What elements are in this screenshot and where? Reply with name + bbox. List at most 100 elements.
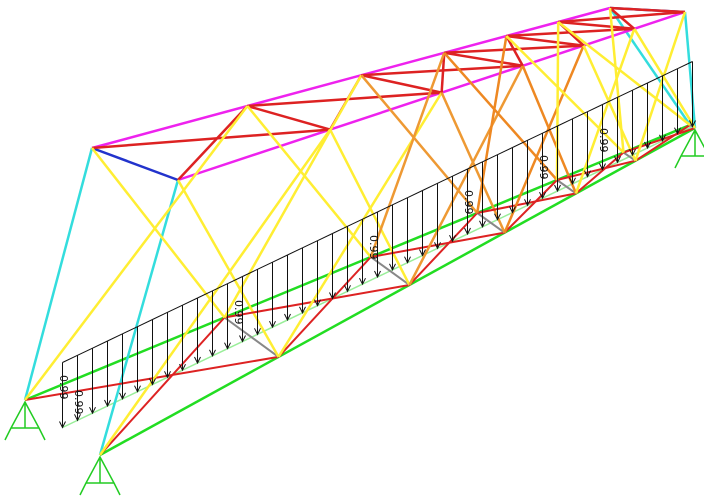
load-line [377,204,393,213]
member [503,179,558,234]
load-line [467,161,483,170]
top-chord [177,10,686,182]
loads [59,61,696,429]
arrow-head [89,406,96,415]
arrow-head [434,242,441,250]
load-line [137,319,153,328]
arrow-head [689,120,696,128]
arrow-head [464,227,471,236]
member [609,6,686,14]
load-line [227,276,243,285]
load-label: 0.99 [597,128,610,153]
arrow-head [104,399,111,408]
member [176,179,280,358]
arrow-head [449,234,456,243]
member [408,212,478,286]
end-post [98,179,180,456]
arrow-head [539,191,546,200]
load-line [452,168,468,177]
load-line [152,311,168,320]
load-line [77,347,93,356]
arrow-head [389,263,396,271]
load-labels: 0.990.990.990.990.990.990.99 [57,128,610,415]
member [223,74,363,319]
arrow-head [254,328,261,336]
arrow-head [179,363,186,372]
load-line [167,304,183,313]
support [79,455,121,496]
member [24,105,249,401]
load-line [287,247,303,256]
arrow-head [584,170,591,178]
arrow-head [119,392,126,400]
load-line [122,326,138,335]
arrow-head [194,356,201,365]
load-line [527,132,543,141]
arrow-head [659,134,666,142]
load-line [422,182,438,191]
member [634,124,691,162]
load-line [602,96,618,105]
support [4,400,46,441]
member [361,73,442,94]
load-label: 0.99 [72,390,85,415]
member [582,45,637,162]
load-line [272,254,288,263]
member [247,104,331,131]
member [224,283,410,319]
member [505,35,625,154]
arrow-head [554,184,561,193]
member [246,105,372,258]
arrow-head [374,270,381,279]
member [633,28,697,129]
member [608,7,625,153]
load-line [437,175,453,184]
arrow-head [224,342,231,350]
load-label: 0.99 [462,190,475,215]
member [557,21,691,126]
arrow-head [329,292,336,300]
load-line [212,283,228,292]
load-line [332,225,348,234]
arrow-head [134,385,141,393]
load-line [677,61,693,70]
end-post [683,11,697,129]
load-line [662,68,678,77]
member [444,51,523,67]
load-label: 0.99 [367,235,380,260]
member [634,11,687,162]
member [177,105,249,181]
member [556,159,636,181]
arrow-head [314,299,321,307]
load-line [542,125,558,134]
floor-beam [476,212,506,234]
supports [4,128,704,496]
support [674,128,704,169]
load-line [482,154,498,163]
load-line [317,233,333,242]
member [277,256,372,358]
member [24,355,279,401]
arrow-head [524,199,531,207]
arrow-head [479,220,486,228]
load-line [107,333,123,342]
member [369,52,446,258]
member [609,7,636,30]
load-line [617,89,633,98]
load-line [257,261,273,270]
end-post [23,147,94,401]
load-line [302,240,318,249]
member [505,35,524,67]
arrow-head [419,249,426,257]
arrow-head [239,335,246,343]
member [443,51,558,181]
arrow-head [74,414,81,422]
arrow-head [674,127,681,135]
member [574,28,636,194]
arrow-head [644,141,651,150]
floor-beam [556,179,577,195]
arrow-head [209,349,216,357]
member [91,128,331,150]
